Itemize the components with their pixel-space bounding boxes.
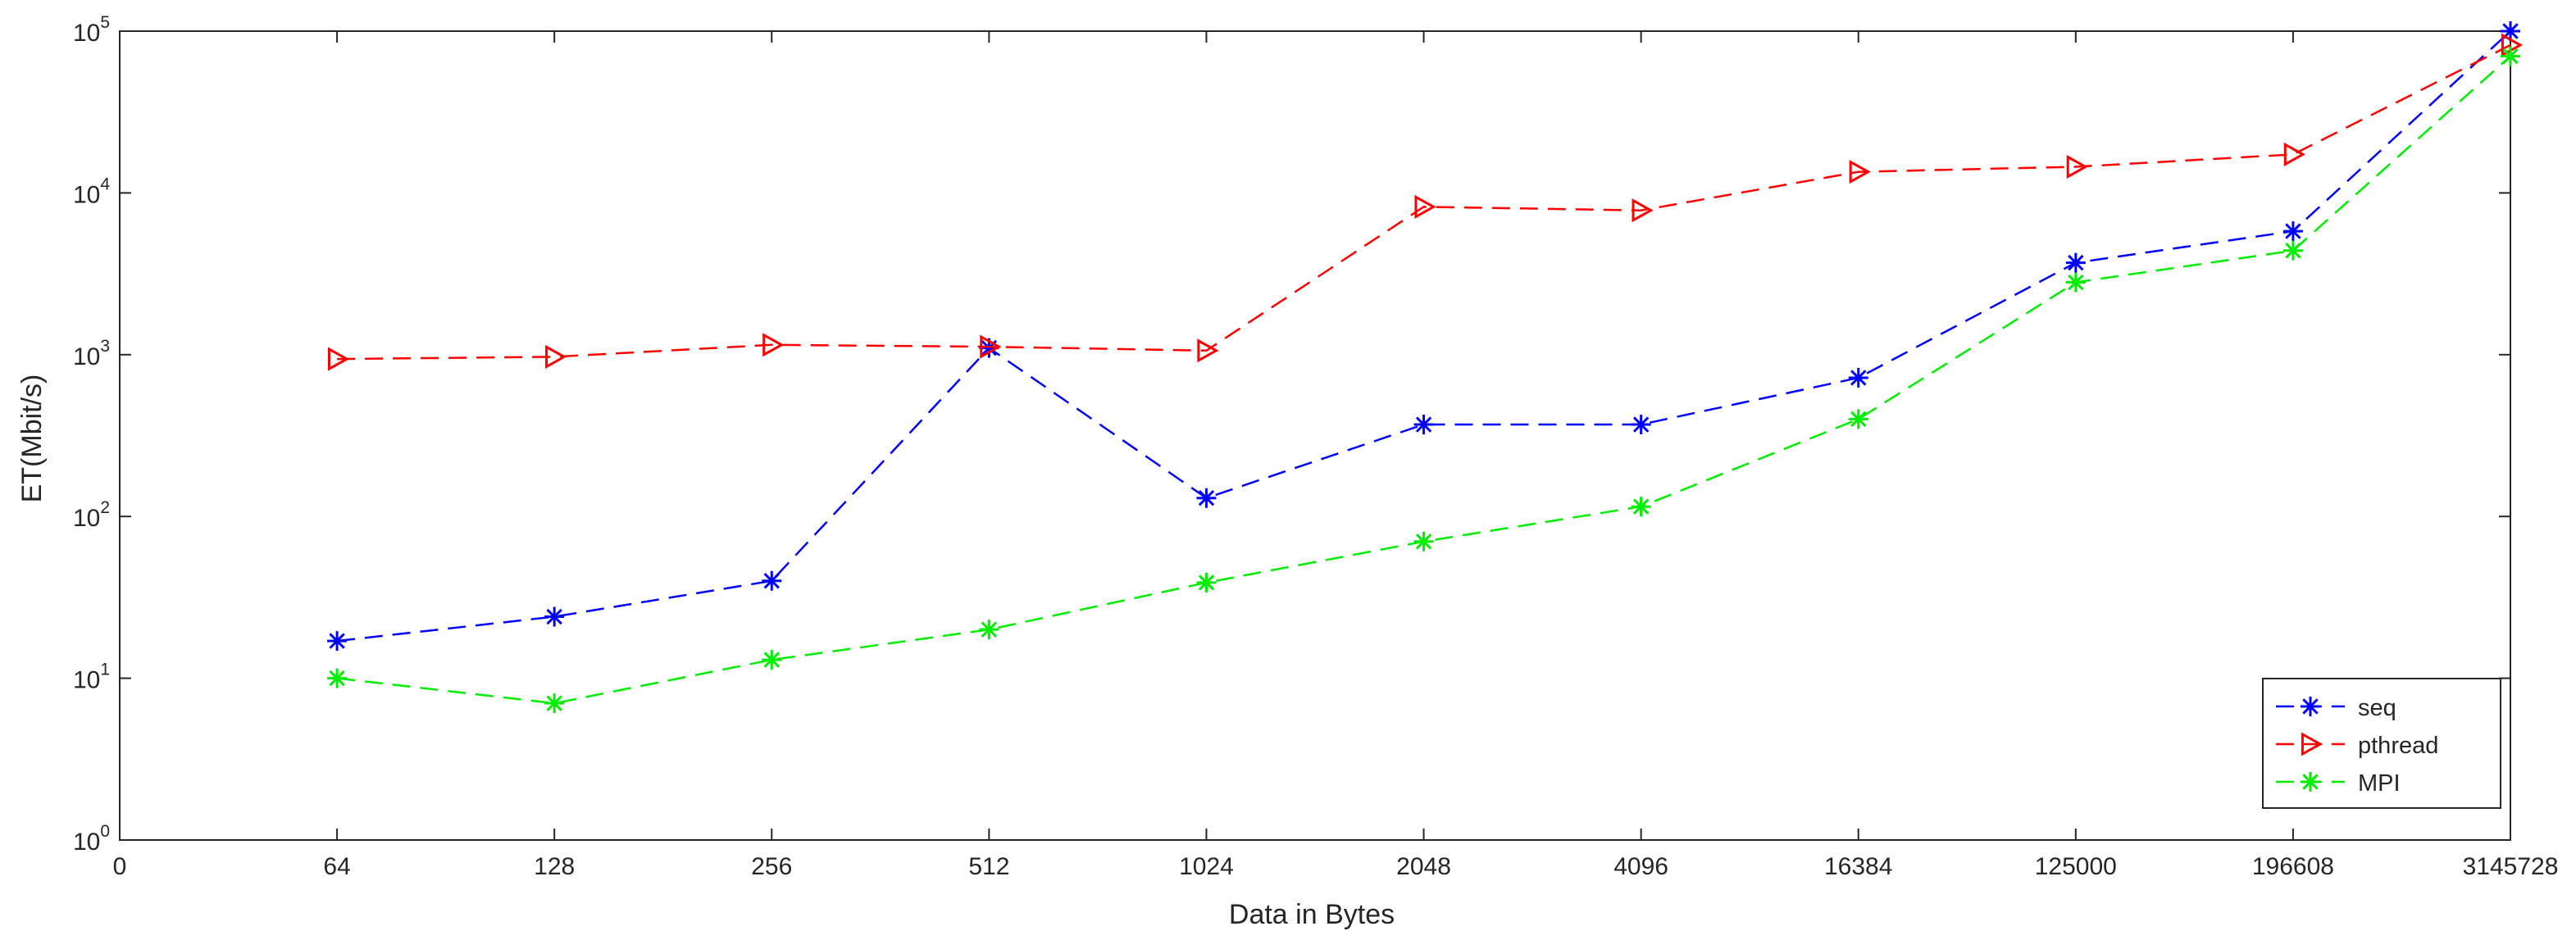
legend-marker [2301,772,2320,792]
legend-entry-mpi: MPI [2276,770,2401,797]
series-line-pthread [337,43,2511,361]
data-point [762,650,782,670]
plot-frame [119,30,2511,841]
data-point [327,631,348,652]
y-tick-label: 101 [73,661,110,694]
x-tick-label: 256 [751,853,792,880]
x-tick-label: 64 [323,853,350,880]
data-point [544,606,565,627]
data-point [1632,198,1654,223]
x-tick-label: 128 [534,853,575,880]
y-tick-label: 105 [73,13,110,47]
data-point [1849,160,1871,184]
legend-label: MPI [2358,770,2401,797]
x-tick-label: 125000 [2035,853,2117,880]
legend-box [2262,678,2501,809]
axes: 0 64 128 256 512 1024 2048 4096 16384 125000 19660… [73,13,2558,880]
series-seq [327,21,2520,652]
data-point [762,333,785,357]
y-axis-title: ET(Mbit/s) [16,375,48,503]
legend-entry-pthread: pthread [2276,732,2438,759]
y-tick-label: 102 [73,498,110,532]
data-point [979,620,999,640]
legend: seq pthread MPI [2262,678,2501,809]
y-tick-label: 100 [73,822,110,856]
data-point [2066,154,2088,179]
data-point [762,570,782,591]
data-point [2065,252,2086,273]
data-point [980,334,1002,359]
data-point [327,668,348,688]
series-mpi [327,46,2520,714]
x-tick-label: 0 [113,853,127,880]
data-point [1413,415,1434,435]
data-point [1848,367,1868,388]
data-point [1848,409,1868,429]
y-tick-label: 104 [73,175,110,208]
data-point [327,347,350,371]
data-point [1197,338,1219,363]
y-tick-label: 103 [73,337,110,370]
x-tick-label: 1024 [1179,853,1234,880]
data-point [2282,221,2303,242]
data-point [544,693,565,714]
legend-marker [2301,732,2323,756]
x-tick-label: 512 [968,853,1009,880]
x-tick-label: 4096 [1613,853,1668,880]
data-point [1196,488,1217,508]
data-point [2282,240,2303,261]
x-tick-label: 196608 [2252,853,2334,880]
x-tick-label: 16384 [1824,853,1892,880]
data-point [545,344,567,369]
data-point [1196,572,1217,593]
series-line-seq [336,30,2511,643]
series-line-mpi [336,55,2511,705]
series-pthread [327,33,2524,371]
legend-entry-seq: seq [2276,695,2396,721]
data-point [1631,415,1651,435]
data-point [1414,194,1436,219]
legend-marker [2301,697,2320,716]
data-point [1631,497,1651,517]
data-point [2283,142,2305,166]
data-point [1413,531,1434,552]
x-axis-title: Data in Bytes [1229,899,1395,930]
data-point [2065,272,2086,293]
legend-label: seq [2358,695,2396,721]
data-point [2501,46,2520,66]
legend-label: pthread [2358,733,2438,759]
x-tick-label: 3145728 [2463,853,2559,880]
series-layer [327,21,2524,714]
x-tick-label: 2048 [1396,853,1451,880]
